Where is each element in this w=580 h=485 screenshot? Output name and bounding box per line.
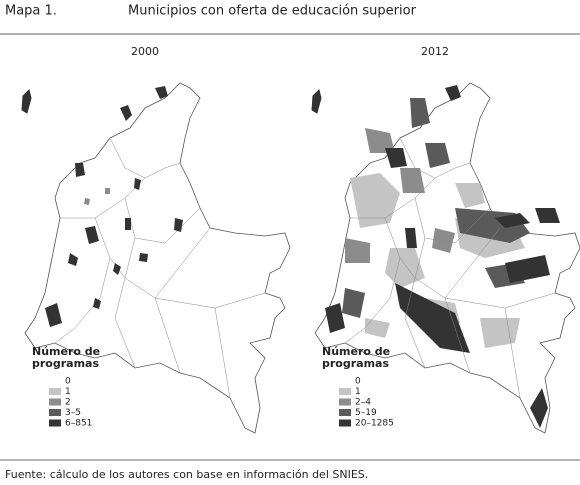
legend-label: 2–4 [355, 398, 371, 408]
legend-swatch [49, 398, 61, 406]
legend-label: 0 [65, 377, 71, 387]
figure-title: Municipios con oferta de educación super… [128, 4, 417, 19]
legend-title: Número de [32, 345, 100, 358]
map-shape [21, 82, 291, 434]
legend-label: 6–851 [65, 419, 92, 429]
legend-swatch [339, 419, 351, 427]
legend-label: 20–1285 [355, 419, 394, 429]
legend-label: 1 [355, 387, 361, 397]
legend-label: 0 [355, 377, 361, 387]
legend-label: 1 [65, 387, 71, 397]
legend-swatch [339, 409, 351, 416]
legend-label: 2 [65, 398, 71, 408]
legend-swatch [49, 419, 61, 427]
map-shape [311, 82, 580, 434]
figure-label: Mapa 1. [5, 4, 57, 19]
legend-label: 5–19 [355, 408, 377, 418]
source-note: Fuente: cálculo de los autores con base … [5, 468, 368, 481]
map-title: 2012 [421, 45, 449, 58]
legend-swatch [339, 377, 351, 385]
legend-swatch [339, 398, 351, 406]
legend-swatch [339, 388, 351, 395]
legend-title: programas [322, 357, 389, 370]
legend-swatch [49, 377, 61, 385]
legend-label: 3–5 [65, 408, 81, 418]
legend-title: programas [32, 357, 99, 370]
legend-swatch [49, 409, 61, 416]
legend-swatch [49, 388, 61, 395]
legend-title: Número de [322, 345, 390, 358]
map-title: 2000 [131, 45, 159, 58]
map-2012: 2012 [311, 45, 580, 434]
